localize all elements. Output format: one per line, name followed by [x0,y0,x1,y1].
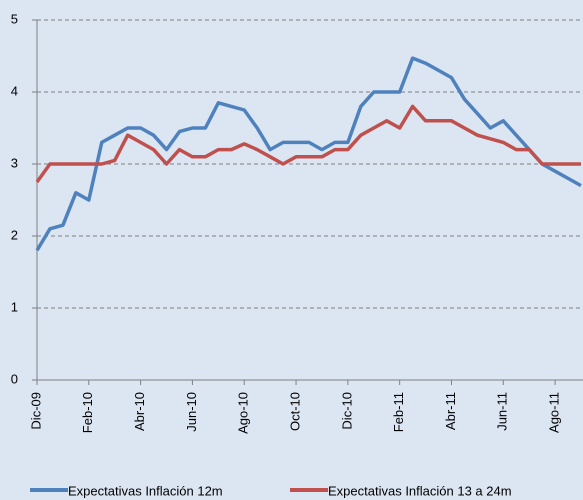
x-tick-label: Oct-10 [287,392,302,431]
legend-label: Expectativas Inflación 12m [68,483,223,498]
x-tick-label: Jun-11 [495,392,510,431]
legend-label: Expectativas Inflación 13 a 24m [328,483,512,498]
y-tick-label: 0 [11,371,18,386]
y-tick-label: 2 [11,227,18,242]
x-tick-label: Ago-11 [547,392,562,433]
x-tick-label: Abr-11 [443,392,458,430]
y-tick-label: 3 [11,155,18,170]
x-tick-label: Ago-10 [236,392,251,434]
x-tick-label: Feb-10 [80,392,95,433]
y-tick-label: 5 [11,11,18,26]
x-tick-label: Feb-11 [391,392,406,432]
x-tick-label: Dic-09 [28,392,43,430]
x-tick-label: Dic-10 [339,392,354,430]
x-tick-label: Abr-10 [132,392,147,431]
x-tick-label: Jun-10 [184,392,199,432]
line-series [35,104,581,184]
line-series [35,56,582,252]
y-tick-label: 1 [11,299,18,314]
y-tick-label: 4 [11,83,18,98]
